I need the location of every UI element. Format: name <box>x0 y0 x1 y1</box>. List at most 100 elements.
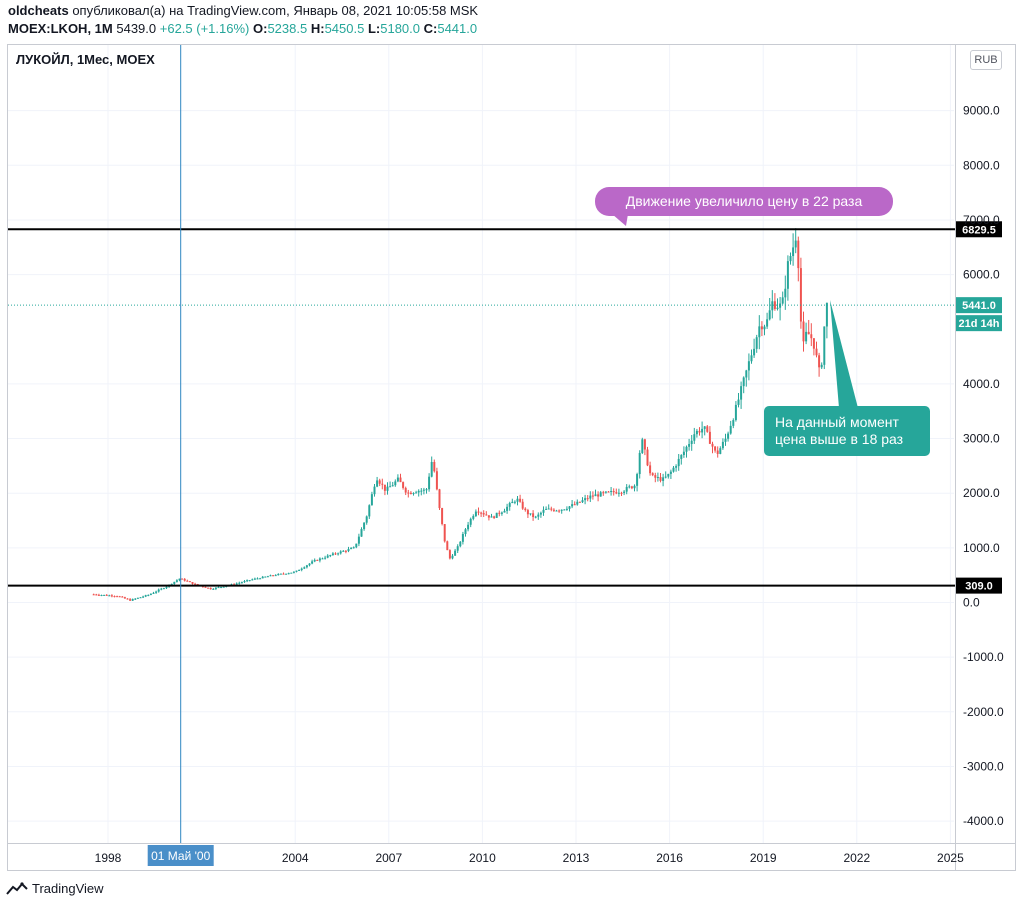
candle-body <box>376 480 379 487</box>
candle-body <box>451 555 454 559</box>
candle-body <box>461 534 464 542</box>
candle-body <box>688 443 691 447</box>
ohlc-line: MOEX:LKOH, 1M 5439.0 +62.5 (+1.16%) O:52… <box>8 21 477 36</box>
candle-body <box>316 559 319 561</box>
x-tick-label: 2007 <box>375 851 402 865</box>
candle-body <box>802 321 805 342</box>
candle-body <box>490 516 493 518</box>
candle-body <box>157 589 160 592</box>
candle-body <box>303 567 306 569</box>
candle-body <box>259 578 262 580</box>
candle-body <box>734 404 737 421</box>
candle-body <box>342 550 345 552</box>
candle-body <box>173 581 176 584</box>
candle-body <box>768 310 771 320</box>
candle-body <box>812 338 815 349</box>
candle-body <box>334 553 337 555</box>
publish-info: опубликовал(а) на TradingView.com, Январ… <box>72 3 479 18</box>
horizontal-levels: 5441.0 21d 14h 6829.5 309.0 <box>8 221 1002 594</box>
candle-body <box>248 580 251 582</box>
candle-body <box>823 326 826 365</box>
candle-body <box>500 512 503 514</box>
candle-body <box>495 512 498 518</box>
x-tick-label: 2010 <box>469 851 496 865</box>
candle-body <box>732 420 735 426</box>
candle-body <box>292 571 295 573</box>
candle-body <box>272 575 275 577</box>
candle-body <box>282 573 285 575</box>
candle-body <box>103 594 106 596</box>
candle-body <box>391 485 394 487</box>
candle-body <box>123 597 126 599</box>
candle-body <box>191 582 194 584</box>
top-callout-pointer <box>612 214 628 226</box>
candle-body <box>487 515 490 518</box>
candle-body <box>170 583 173 585</box>
candle-body <box>555 510 558 512</box>
candle-body <box>155 591 158 593</box>
candle-body <box>534 516 537 518</box>
candle-body <box>753 348 756 356</box>
y-tick-label: -4000.0 <box>963 814 1004 828</box>
candle-body <box>763 326 766 330</box>
candle-body <box>100 594 103 596</box>
x-tick-label: 2025 <box>937 851 964 865</box>
candle-body <box>498 512 501 514</box>
candle-body <box>243 581 246 583</box>
candle-body <box>719 448 722 454</box>
price-change: +62.5 (+1.16%) <box>159 21 250 36</box>
candle-body <box>277 573 280 576</box>
candle-body <box>285 573 288 575</box>
candle-body <box>667 473 670 477</box>
footer-brand[interactable]: TradingView <box>6 881 104 896</box>
candle-body <box>136 597 139 599</box>
candle-body <box>532 513 535 518</box>
candle-body <box>430 461 433 477</box>
candle-body <box>818 355 821 368</box>
open-value: 5238.5 <box>267 21 308 36</box>
candle-body <box>591 495 594 497</box>
candle-body <box>797 240 800 269</box>
candle-body <box>467 524 470 530</box>
candle-body <box>755 337 758 349</box>
top-callout-box <box>595 187 893 216</box>
candle-body <box>511 501 514 504</box>
candle-body <box>820 364 823 368</box>
candle-body <box>274 575 277 577</box>
candle-body <box>415 492 418 494</box>
candle-body <box>347 549 350 552</box>
candle-body <box>825 302 828 327</box>
candle-body <box>529 513 532 515</box>
x-tick-label: 2019 <box>750 851 777 865</box>
candle-body <box>165 586 168 589</box>
candle-body <box>675 466 678 468</box>
y-tick-label: 9000.0 <box>963 104 1000 118</box>
candle-body <box>682 451 685 456</box>
candle-body <box>355 543 358 548</box>
countdown-tag <box>956 315 1002 332</box>
y-tick-label: 0.0 <box>963 596 980 610</box>
candle-body <box>706 426 709 432</box>
currency-badge[interactable]: RUB <box>970 50 1002 70</box>
candle-body <box>771 301 774 311</box>
candle-body <box>558 510 561 512</box>
candle-body <box>121 596 124 598</box>
candle-body <box>389 486 392 488</box>
candle-body <box>516 498 519 502</box>
candle-body <box>805 331 808 342</box>
candle-body <box>313 559 316 562</box>
author-name[interactable]: oldcheats <box>8 3 69 18</box>
candle-body <box>537 514 540 517</box>
candle-body <box>402 482 405 488</box>
chart-frame[interactable] <box>7 44 1016 871</box>
y-tick-label: 2000.0 <box>963 486 1000 500</box>
candle-body <box>539 512 542 515</box>
candle-body <box>625 486 628 492</box>
candle-body <box>456 546 459 551</box>
candle-body <box>612 490 615 493</box>
candle-body <box>129 599 132 601</box>
candle-body <box>503 510 506 513</box>
candle-body <box>493 516 496 518</box>
candle-body <box>633 485 636 489</box>
